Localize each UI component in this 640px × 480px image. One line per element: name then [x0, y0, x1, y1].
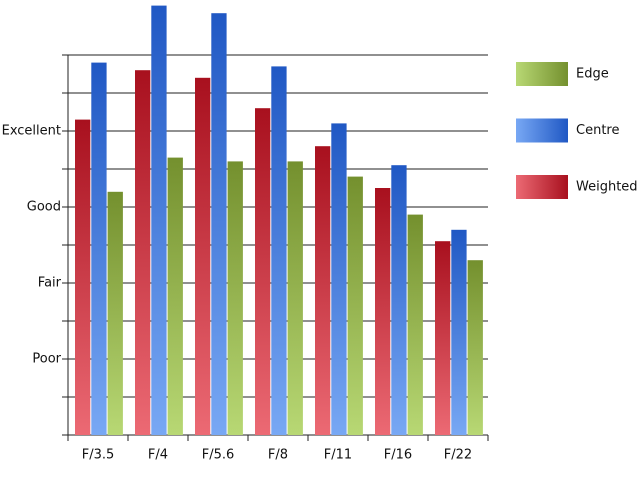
x-tick-label: F/4: [148, 448, 168, 463]
x-tick-label: F/11: [324, 448, 352, 463]
bar: [271, 66, 287, 436]
bar: [167, 157, 183, 435]
bar: [331, 123, 347, 436]
bar: [151, 5, 167, 435]
bar: [315, 146, 331, 435]
bar: [375, 188, 391, 435]
bar: [195, 77, 211, 436]
bar: [347, 176, 363, 435]
x-tick-label: F/22: [444, 448, 472, 463]
bar: [407, 214, 423, 435]
legend-label: Centre: [576, 123, 619, 138]
x-tick-label: F/3.5: [82, 448, 115, 463]
y-tick-label: Fair: [38, 276, 62, 291]
bar: [107, 191, 123, 435]
legend-swatch: [516, 62, 568, 86]
bar: [91, 62, 107, 435]
bar: [255, 108, 271, 435]
y-tick-label: Excellent: [2, 124, 61, 139]
legend-swatch: [516, 175, 568, 199]
bar: [227, 161, 243, 435]
bar: [287, 161, 303, 435]
legend-label: Edge: [576, 67, 609, 82]
x-tick-label: F/5.6: [202, 448, 235, 463]
bar: [135, 70, 151, 435]
bar: [211, 13, 227, 435]
legend-label: Weighted: [576, 180, 638, 195]
bar: [451, 229, 467, 435]
legend-swatch: [516, 118, 568, 143]
y-tick-label: Poor: [32, 352, 61, 367]
bar: [75, 119, 91, 435]
bar: [435, 241, 451, 435]
y-tick-label: Good: [27, 200, 61, 215]
bar: [467, 260, 483, 435]
bar: [391, 165, 407, 435]
x-tick-label: F/8: [268, 448, 288, 463]
x-tick-label: F/16: [384, 448, 412, 463]
